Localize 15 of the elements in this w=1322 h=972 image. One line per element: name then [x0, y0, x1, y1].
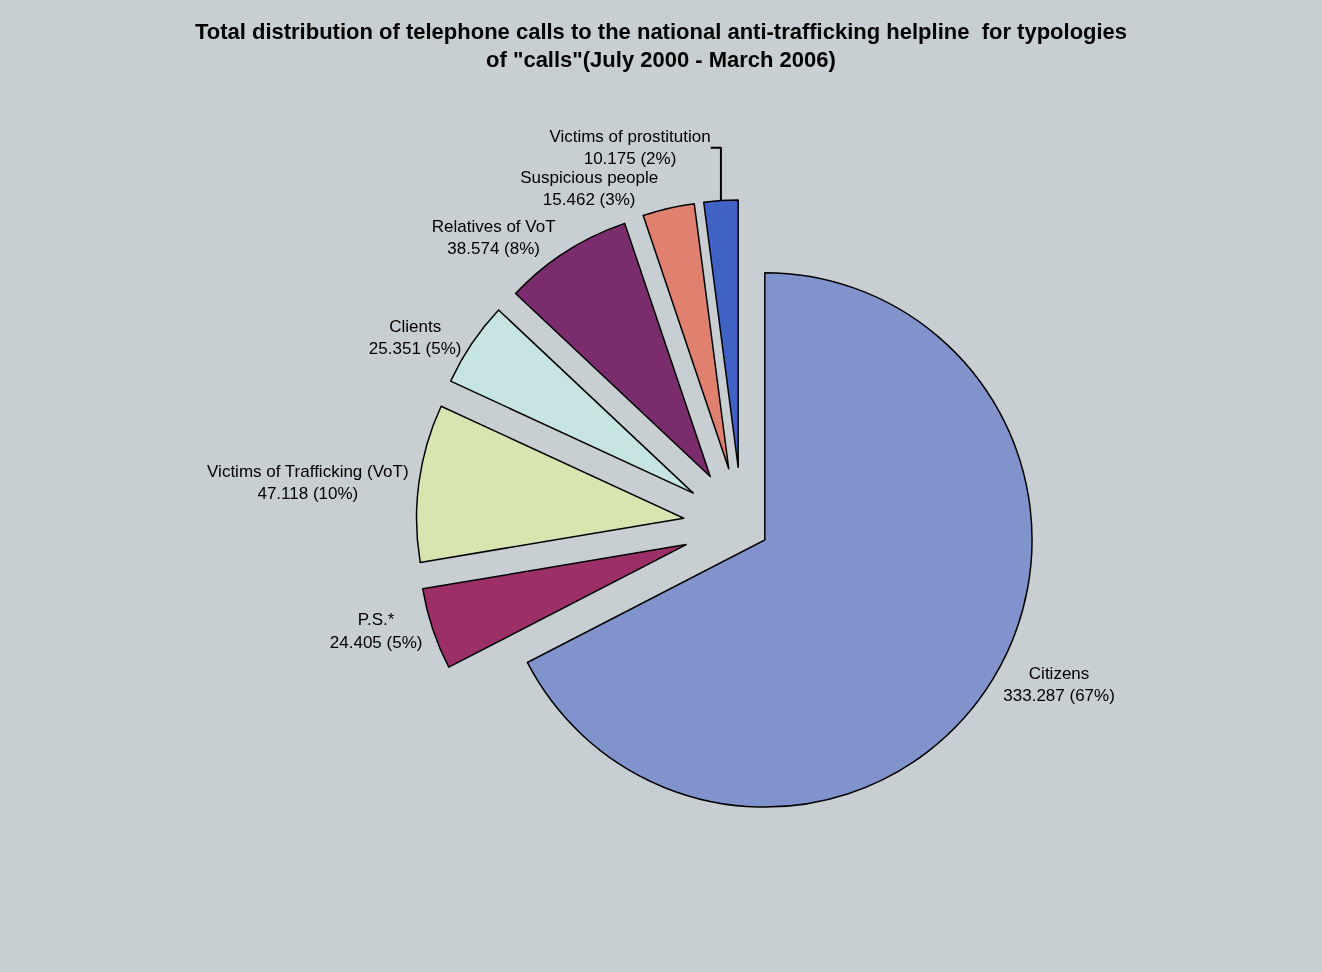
data-label: 333.287 (67%) [1003, 686, 1115, 706]
slice-label: Suspicious people [520, 168, 659, 188]
data-label: 15.462 (3%) [542, 190, 636, 210]
slice-label: P.S.* [357, 610, 395, 630]
slice-label: Clients [389, 316, 442, 336]
data-label: 24.405 (5%) [329, 632, 423, 652]
data-label: 25.351 (5%) [368, 338, 462, 358]
slice-label: Citizens [1028, 663, 1090, 683]
chart-title: Total distribution of telephone calls to the national anti-trafficking helpline for typologies of "calls"(July 2000 - March 2006) [194, 18, 1128, 73]
slice-label: Relatives of VoT [431, 216, 556, 236]
slice-label: Victims of prostitution [549, 127, 711, 147]
slice-label: Victims of Trafficking (VoT) [207, 461, 409, 481]
data-label: 38.574 (8%) [447, 238, 540, 258]
data-label: 47.118 (10%) [257, 483, 359, 503]
data-label: 10.175 (2%) [583, 149, 677, 169]
